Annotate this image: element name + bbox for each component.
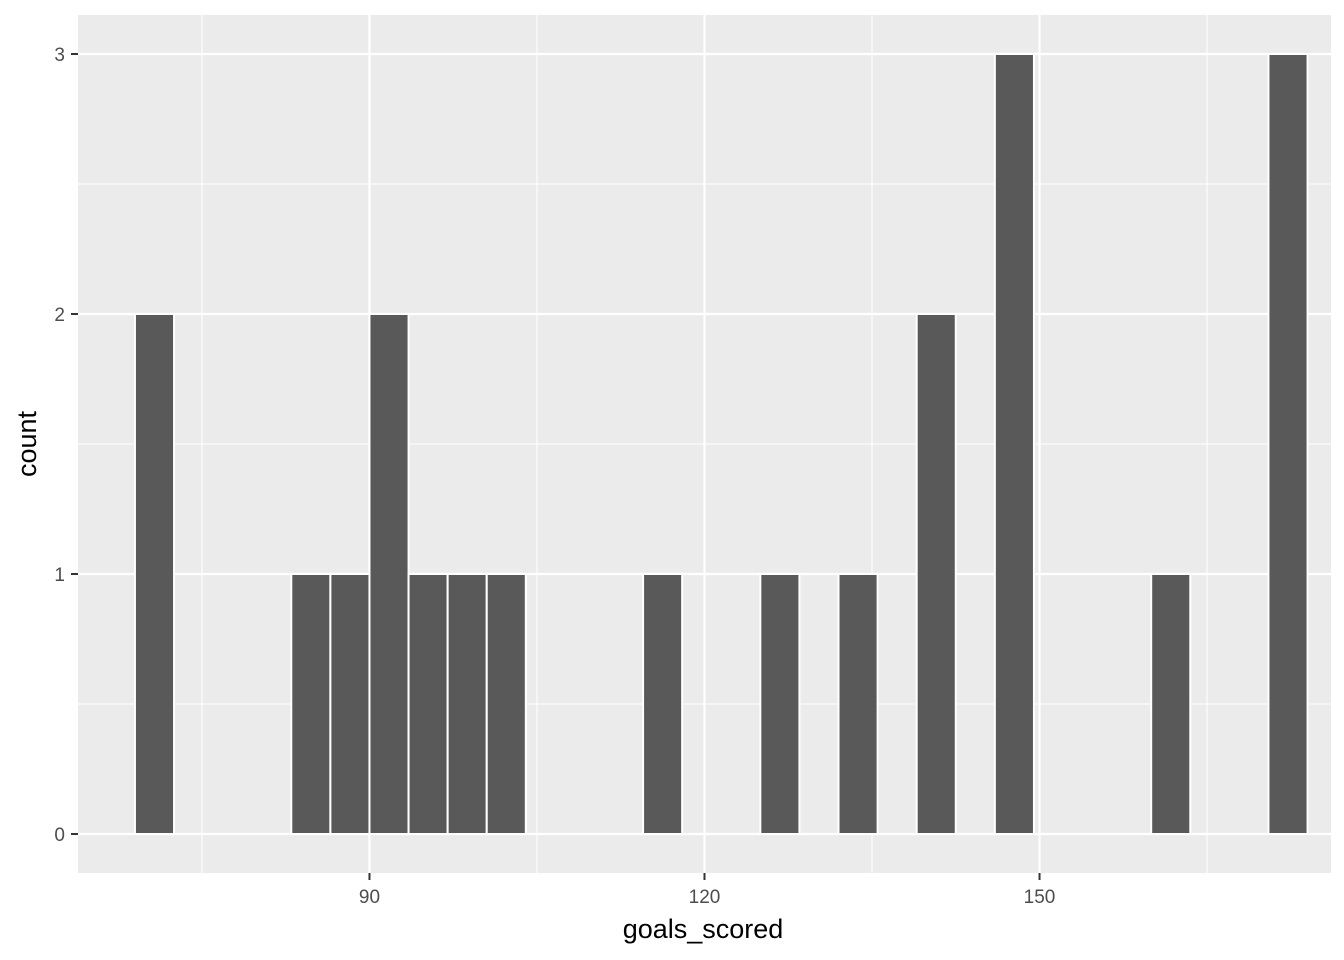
y-tick-label: 3 [54,45,65,66]
histogram-bar [407,573,449,835]
x-axis-title: goals_scored [623,914,784,944]
histogram-bar [485,573,527,835]
histogram-bar [642,573,684,835]
histogram-bar [1150,573,1192,835]
histogram-bar [446,573,488,835]
histogram-bar [133,313,176,835]
y-axis-title: count [12,410,42,477]
x-tick-label: 90 [359,887,380,908]
histogram-bar [759,573,801,835]
histogram-bar [1267,53,1309,835]
histogram-bars [133,53,1309,835]
y-tick-label: 0 [54,825,65,846]
grid-major-lines [78,15,1331,873]
histogram-bar [993,53,1035,835]
y-axis: 0 1 2 3 [54,45,78,846]
y-tick-label: 2 [54,305,65,326]
x-tick-label: 120 [689,887,721,908]
x-axis: 90 120 150 [359,873,1055,908]
histogram-bar [290,573,332,835]
x-tick-label: 150 [1024,887,1056,908]
histogram-bar [368,313,410,835]
y-tick-label: 1 [54,565,65,586]
histogram-bar [915,313,957,835]
histogram-bar [837,573,879,835]
histogram-bar [329,573,371,835]
